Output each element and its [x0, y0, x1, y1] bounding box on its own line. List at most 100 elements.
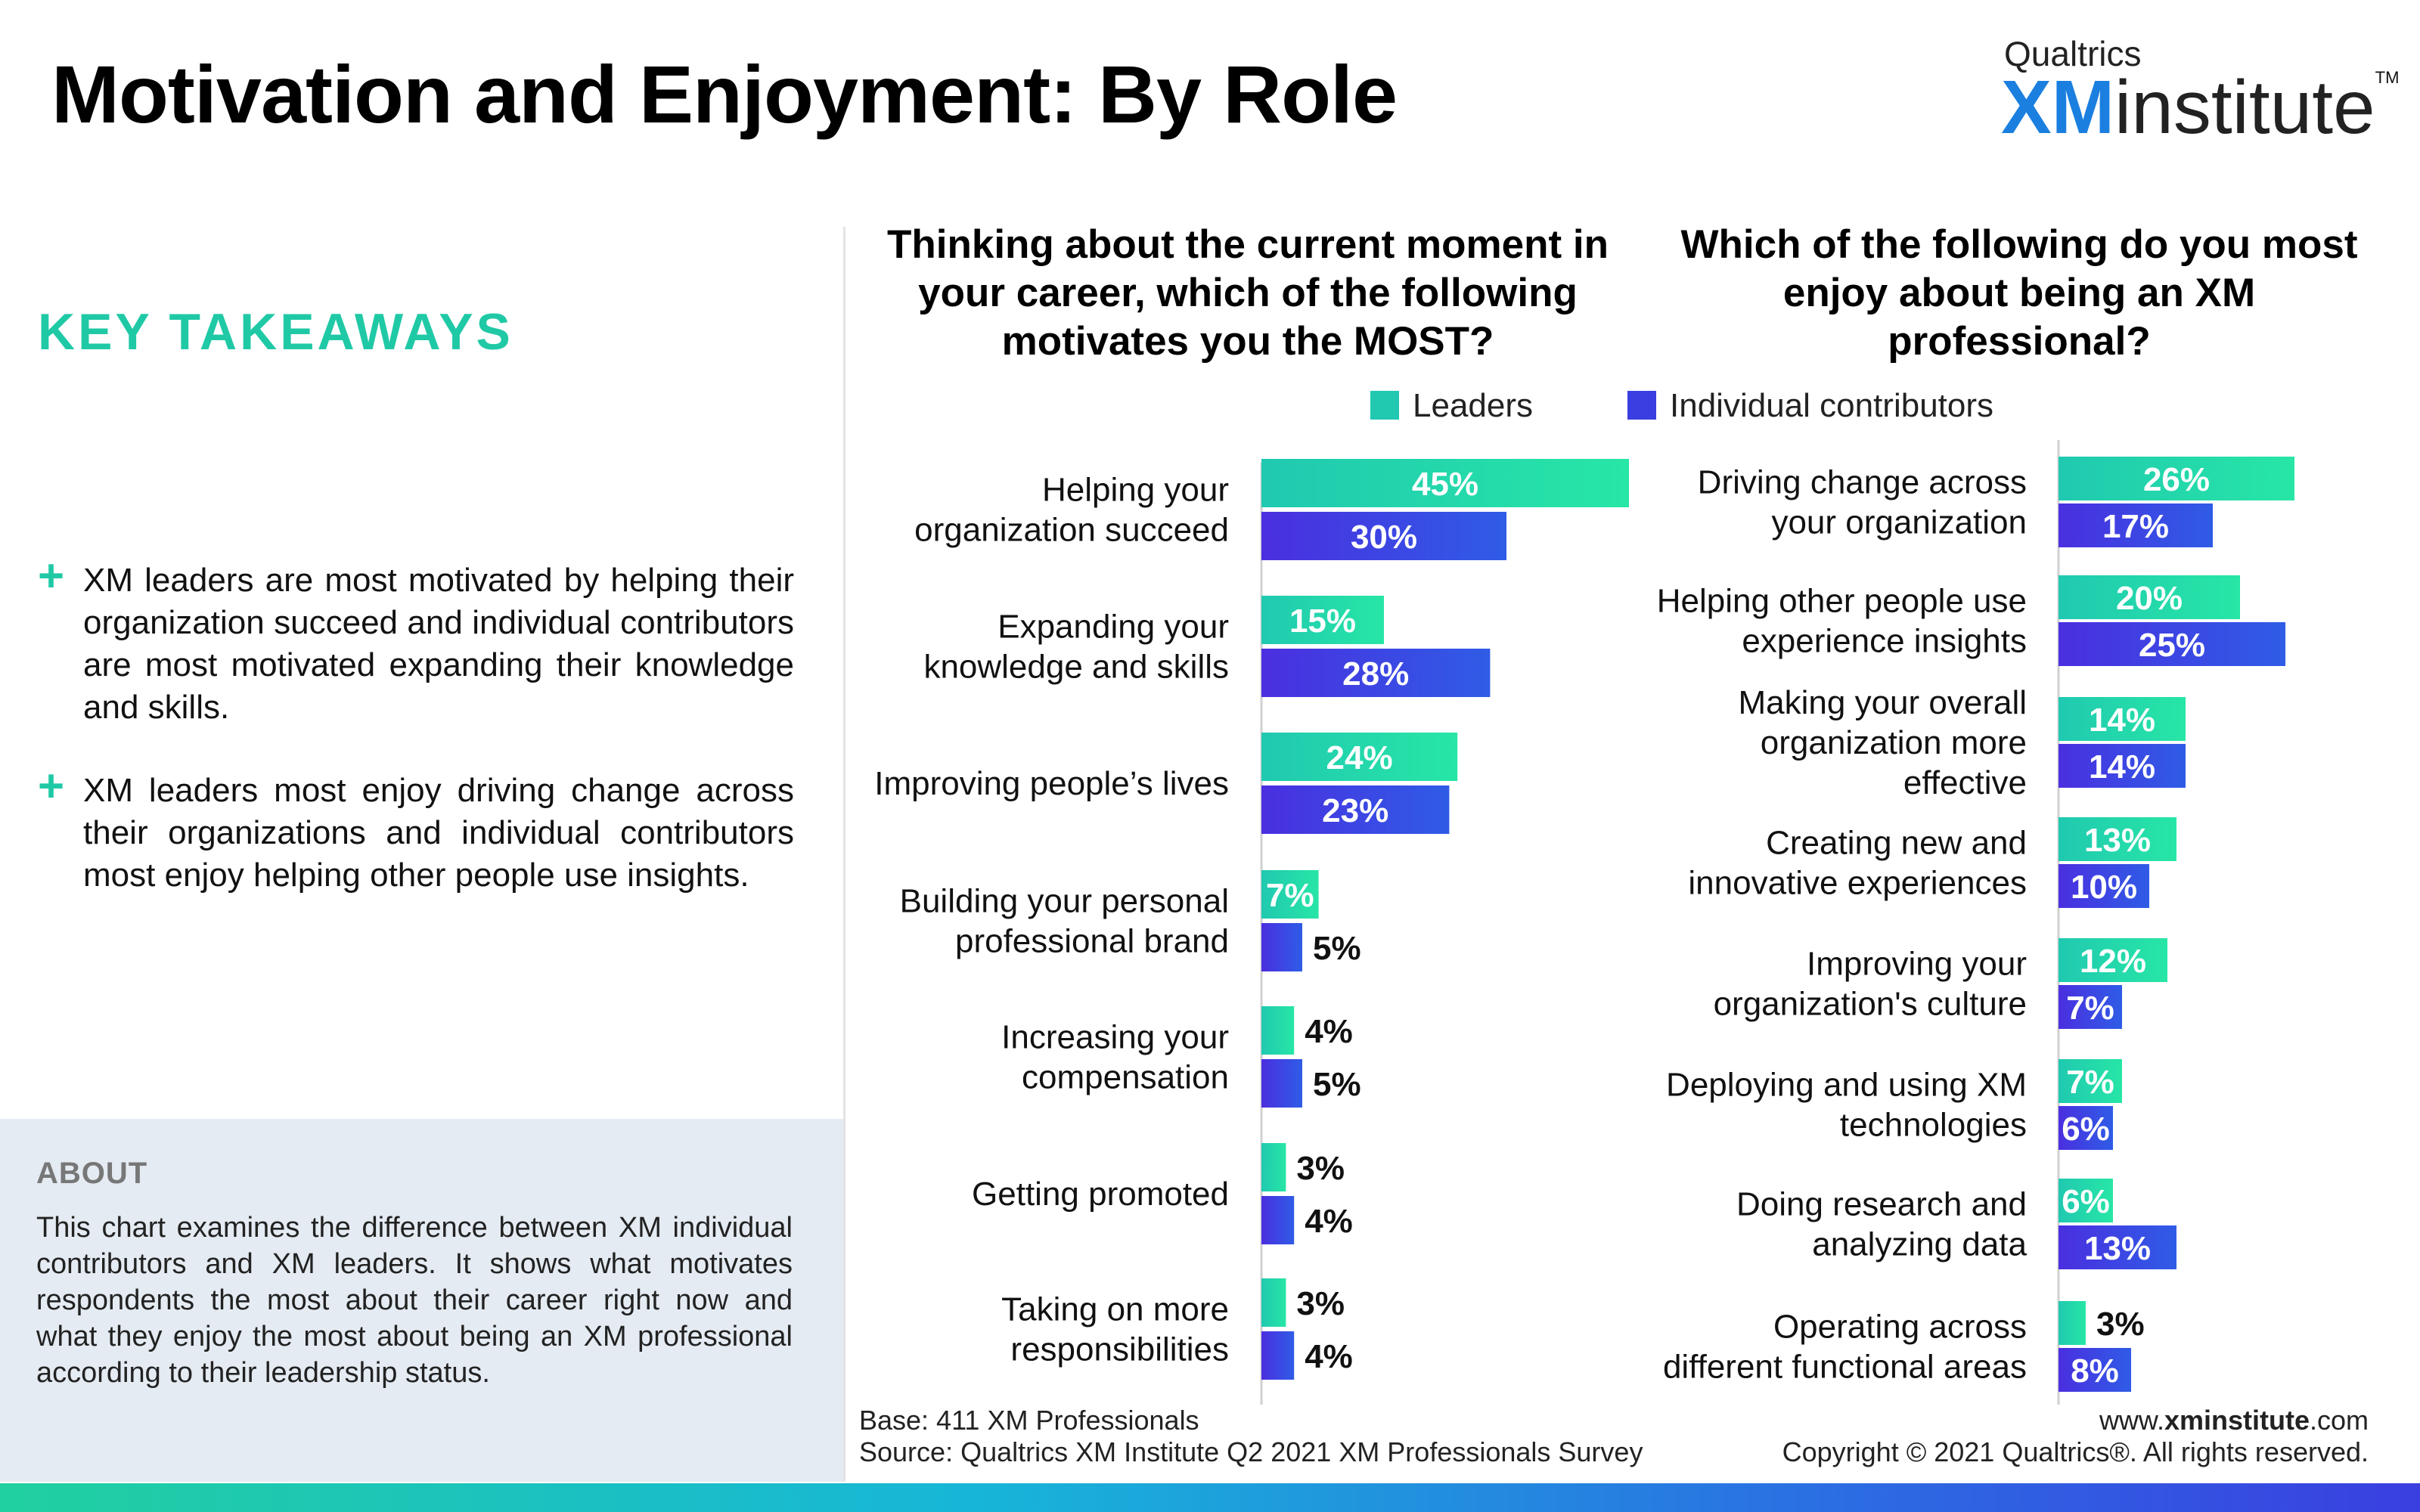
bar-leaders	[2059, 817, 2176, 861]
category-label: Expanding your knowledge and skills	[923, 609, 1229, 686]
data-label: 5%	[1313, 1066, 1361, 1103]
data-label: 4%	[1305, 1013, 1353, 1050]
footer-credits: www.xminstitute.com Copyright © 2021 Qua…	[1782, 1405, 2369, 1468]
data-label: 7%	[2066, 990, 2114, 1027]
data-label: 3%	[1296, 1285, 1345, 1322]
bar-ic	[2059, 864, 2149, 908]
bar-leaders	[2059, 1179, 2113, 1222]
category-label: Building your personal professional brand	[900, 883, 1229, 960]
footer-copyright: Copyright © 2021 Qualtrics®. All rights …	[1782, 1436, 2369, 1467]
key-takeaways-heading: KEY TAKEAWAYS	[38, 303, 513, 361]
plus-icon: +	[38, 550, 65, 601]
about-box: ABOUT This chart examines the difference…	[0, 1119, 843, 1482]
bar-ic	[1261, 512, 1506, 560]
data-label: 10%	[2071, 869, 2137, 906]
takeaways-panel: KEY TAKEAWAYS + XM leaders are most moti…	[0, 181, 843, 1482]
legend: Leaders Individual contributors	[0, 387, 2420, 432]
data-label: 4%	[1305, 1338, 1353, 1375]
bar-ic	[1261, 1196, 1295, 1244]
category-label: Helping your organization succeed	[914, 472, 1229, 549]
footer-source: Base: 411 XM Professionals Source: Qualt…	[859, 1405, 1643, 1468]
bar-ic	[1261, 923, 1302, 971]
bar-leaders	[1261, 1006, 1295, 1055]
data-label: 8%	[2071, 1352, 2119, 1390]
data-label: 30%	[1351, 519, 1417, 556]
footer-source-text: Source: Qualtrics XM Institute Q2 2021 X…	[859, 1436, 1643, 1467]
logo-tm: TM	[2375, 68, 2400, 87]
data-label: 6%	[2062, 1183, 2110, 1220]
data-label: 26%	[2143, 461, 2210, 498]
bar-leaders	[2059, 1059, 2122, 1103]
bar-leaders	[1261, 1278, 1286, 1327]
bar-leaders	[2059, 938, 2167, 982]
footer-base: Base: 411 XM Professionals	[859, 1405, 1199, 1436]
bottom-gradient-bar	[0, 1483, 2420, 1512]
data-label: 13%	[2084, 822, 2151, 859]
category-label: Operating across different functional are…	[1663, 1309, 2027, 1386]
about-text: This chart examines the difference betwe…	[36, 1212, 793, 1389]
bar-leaders	[1261, 459, 1629, 507]
legend-label-leaders: Leaders	[1413, 387, 1534, 424]
data-label: 5%	[1313, 930, 1361, 967]
category-label: Improving your organization's culture	[1714, 946, 2027, 1023]
bar-ic	[2059, 1348, 2131, 1392]
bar-ic	[1261, 1059, 1302, 1108]
data-label: 14%	[2089, 748, 2155, 785]
data-label: 20%	[2116, 580, 2183, 617]
data-label: 28%	[1342, 655, 1409, 692]
chart-2-question: Which of the following do you most enjoy…	[1680, 222, 2358, 364]
category-label: Increasing your compensation	[1001, 1019, 1229, 1096]
url-suffix: .com	[2309, 1405, 2369, 1436]
takeaway-item-1: + XM leaders are most motivated by helpi…	[38, 553, 794, 729]
data-label: 4%	[1305, 1203, 1353, 1240]
bar-ic	[2059, 744, 2186, 788]
data-label: 23%	[1322, 792, 1388, 829]
legend-leaders: Leaders	[1370, 387, 1533, 425]
category-label: Taking on more responsibilities	[1001, 1291, 1229, 1368]
category-label: Driving change across your organization	[1698, 464, 2027, 541]
legend-swatch-leaders	[1370, 391, 1399, 420]
data-label: 3%	[2096, 1306, 2145, 1343]
bar-ic	[2059, 1225, 2176, 1269]
category-label: Improving people’s lives	[874, 765, 1229, 802]
data-label: 6%	[2062, 1111, 2110, 1148]
bar-ic	[2059, 985, 2122, 1029]
data-label: 12%	[2080, 943, 2146, 980]
logo-institute: institute	[2114, 65, 2375, 150]
takeaway-text: XM leaders most enjoy driving change acr…	[83, 772, 794, 894]
data-label: 45%	[1412, 466, 1478, 503]
legend-label-ic: Individual contributors	[1670, 387, 1994, 424]
panel-divider	[843, 227, 845, 1482]
page-title: Motivation and Enjoyment: By Role	[51, 48, 1398, 140]
data-label: 17%	[2102, 508, 2169, 545]
category-label: Getting promoted	[972, 1176, 1229, 1213]
bar-leaders	[2059, 697, 2186, 741]
bar-ic	[2059, 503, 2213, 547]
logo-wordmark: XMinstituteTM	[2001, 68, 2400, 146]
bar-leaders	[2059, 1301, 2086, 1345]
chart-1-question: Thinking about the current moment in you…	[887, 222, 1609, 364]
data-label: 7%	[1266, 877, 1314, 914]
url-prefix: www.	[2099, 1405, 2164, 1436]
bar-leaders	[2059, 575, 2240, 619]
bar-leaders	[2059, 457, 2294, 500]
bar-leaders	[1261, 596, 1384, 644]
bar-ic	[1261, 649, 1491, 697]
bar-leaders	[1261, 733, 1458, 781]
category-label: Deploying and using XM technologies	[1666, 1067, 2027, 1144]
category-label: Doing research and analyzing data	[1736, 1186, 2028, 1263]
plus-icon: +	[38, 761, 65, 811]
legend-ic: Individual contributors	[1627, 387, 1993, 425]
data-label: 24%	[1326, 739, 1393, 776]
data-label: 3%	[1296, 1150, 1345, 1187]
bar-ic	[2059, 1106, 2113, 1150]
data-label: 15%	[1289, 603, 1356, 640]
bar-ic	[1261, 1331, 1295, 1380]
data-label: 25%	[2139, 627, 2205, 664]
data-label: 14%	[2089, 702, 2155, 739]
footer-url[interactable]: www.xminstitute.com	[1782, 1405, 2369, 1436]
bar-leaders	[1261, 870, 1319, 919]
takeaway-text: XM leaders are most motivated by helping…	[83, 562, 794, 726]
legend-swatch-ic	[1627, 391, 1656, 420]
